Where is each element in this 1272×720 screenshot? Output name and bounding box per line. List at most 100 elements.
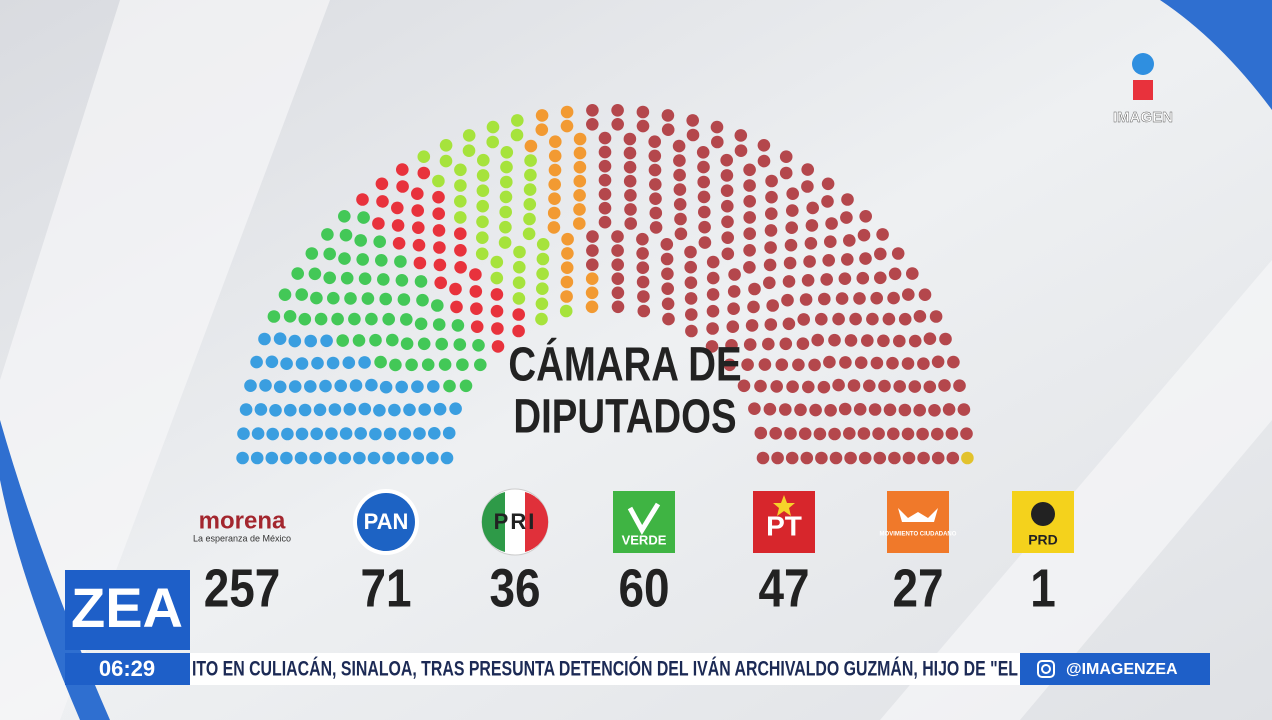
seat	[400, 313, 413, 326]
seat	[475, 247, 489, 261]
seat	[431, 299, 444, 312]
party-name: morena	[199, 507, 286, 534]
seat	[765, 207, 778, 220]
seat	[548, 163, 562, 177]
seat	[251, 427, 265, 440]
seat	[373, 235, 387, 248]
seat	[598, 131, 612, 145]
seat	[379, 292, 393, 306]
seat	[456, 358, 469, 372]
seat	[947, 355, 960, 369]
seat	[611, 258, 624, 272]
seat	[902, 288, 915, 301]
seat	[586, 244, 599, 257]
seat-count: 60	[618, 558, 669, 618]
seat	[886, 356, 899, 370]
party-tagline: La esperanza de México	[193, 533, 291, 543]
seat	[453, 338, 467, 351]
seat	[417, 337, 431, 351]
seat	[839, 356, 852, 369]
seat	[411, 187, 424, 200]
seat	[931, 451, 945, 465]
ticker-text: ITO EN CULIACÁN, SINALOA, TRAS PRESUNTA …	[192, 657, 1018, 681]
seat	[386, 333, 399, 347]
seat	[598, 173, 612, 187]
seat	[697, 160, 710, 174]
seat	[586, 258, 599, 272]
seat	[637, 304, 651, 318]
seat	[706, 304, 720, 318]
seat	[841, 193, 854, 206]
seat	[326, 356, 340, 370]
seat	[459, 379, 473, 393]
seat	[887, 291, 900, 305]
seat	[375, 177, 389, 191]
seat	[799, 293, 813, 306]
seat	[547, 206, 561, 220]
seat	[398, 427, 412, 441]
seat	[369, 427, 382, 441]
seat	[513, 245, 526, 259]
seat	[476, 231, 489, 244]
seat	[764, 224, 778, 237]
party-seats	[586, 104, 973, 465]
party-seats	[524, 105, 599, 314]
seat	[611, 300, 625, 314]
seat	[585, 272, 599, 286]
seat	[765, 174, 778, 188]
seat	[876, 228, 889, 241]
handle: @IMAGENZEA	[1066, 661, 1178, 678]
seat	[686, 128, 700, 142]
seat	[649, 221, 663, 234]
seat	[898, 312, 912, 326]
seat	[727, 285, 741, 298]
seat	[259, 379, 272, 392]
seat	[462, 144, 476, 157]
seat	[785, 451, 799, 465]
seat	[365, 378, 378, 392]
seat	[916, 427, 929, 441]
party-seats	[236, 332, 462, 465]
seat	[490, 271, 504, 285]
seat	[861, 334, 874, 347]
seat	[474, 358, 487, 372]
seat	[822, 253, 835, 267]
seat	[764, 318, 778, 331]
seat	[762, 337, 775, 351]
seat	[775, 358, 789, 372]
seat	[434, 276, 448, 290]
seat	[524, 168, 537, 182]
seat	[512, 324, 525, 338]
seat	[743, 195, 756, 208]
seat	[395, 380, 409, 394]
seat	[548, 192, 561, 205]
seat	[477, 153, 490, 167]
seat	[698, 205, 711, 219]
seat	[805, 219, 819, 232]
seat	[394, 255, 407, 268]
seat	[438, 358, 452, 371]
seat	[946, 451, 960, 465]
seat	[725, 339, 738, 352]
seat	[917, 357, 930, 371]
seat	[706, 288, 720, 301]
seat	[743, 179, 756, 192]
seat	[783, 256, 797, 270]
seat	[747, 300, 760, 314]
seat	[757, 139, 771, 152]
seat	[847, 379, 861, 392]
seat	[853, 403, 867, 416]
network-name: IMAGEN	[1113, 109, 1173, 126]
seat	[786, 204, 799, 217]
seat	[524, 139, 538, 153]
seat	[413, 256, 427, 270]
seat	[843, 427, 856, 440]
seat	[854, 356, 868, 370]
logo-shape	[898, 508, 938, 522]
seat	[411, 204, 425, 217]
seat	[433, 258, 447, 272]
seat	[710, 120, 724, 134]
seat	[908, 380, 922, 393]
seat	[648, 149, 662, 163]
